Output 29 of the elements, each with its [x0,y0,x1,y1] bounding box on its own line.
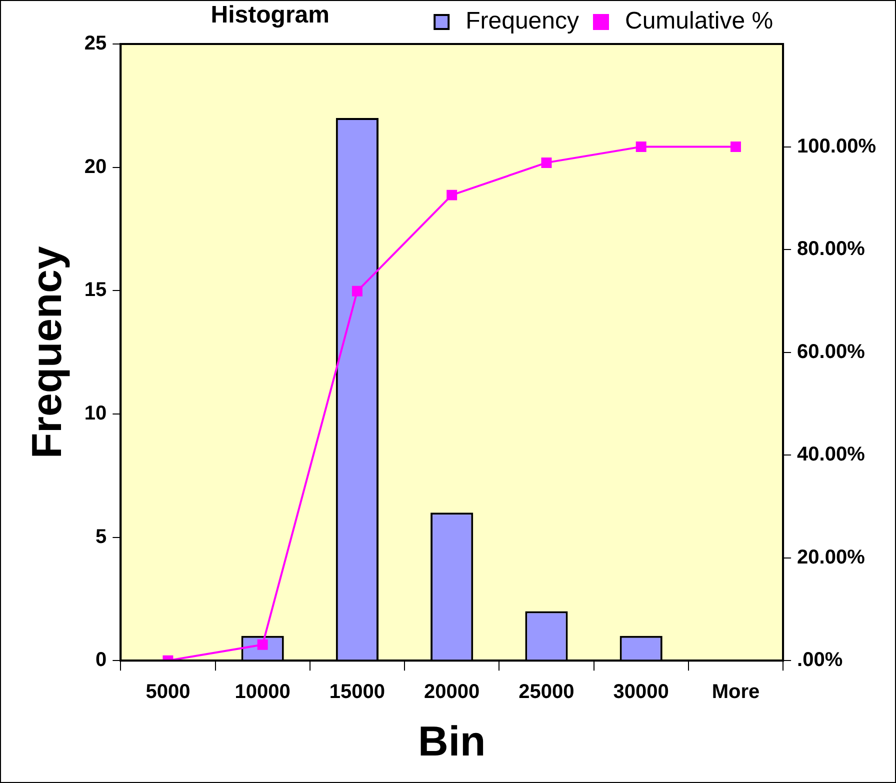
x-tick-label: More [712,681,760,704]
y-tick-label: 5 [96,526,107,548]
point [730,142,741,152]
legend-label: Frequency [466,8,579,35]
x-tick-label: 15000 [329,681,386,704]
point [446,190,458,200]
point [352,286,362,296]
y2-tick-label: 100.00% [797,135,876,158]
y2-tick-label: 40.00% [797,444,866,466]
x-tick-label: 20000 [424,681,480,704]
x-axis-title: Bin [418,717,486,764]
y2-tick-label: 60.00% [797,340,866,363]
y-tick-label: 25 [84,32,107,55]
y2-tick-label: 80.00% [797,238,866,260]
x-tick-label: 10000 [234,681,290,704]
x-tick-label: 30000 [613,681,669,704]
y-tick-label: 10 [84,402,107,424]
y-tick-label: 20 [84,156,107,178]
y-tick-label: 15 [84,279,107,302]
y2-tick-label: 20.00% [797,546,866,568]
legend-label: Cumulative % [624,8,774,35]
chart-title: Histogram [210,2,330,29]
point [636,142,646,152]
x-tick-label: 5000 [146,681,190,704]
point [541,157,552,168]
y2-tick-label: .00% [797,649,843,672]
y-axis-title: Frequency [22,245,70,459]
x-tick-label: 25000 [518,681,574,704]
y-tick-label: 0 [96,649,107,672]
